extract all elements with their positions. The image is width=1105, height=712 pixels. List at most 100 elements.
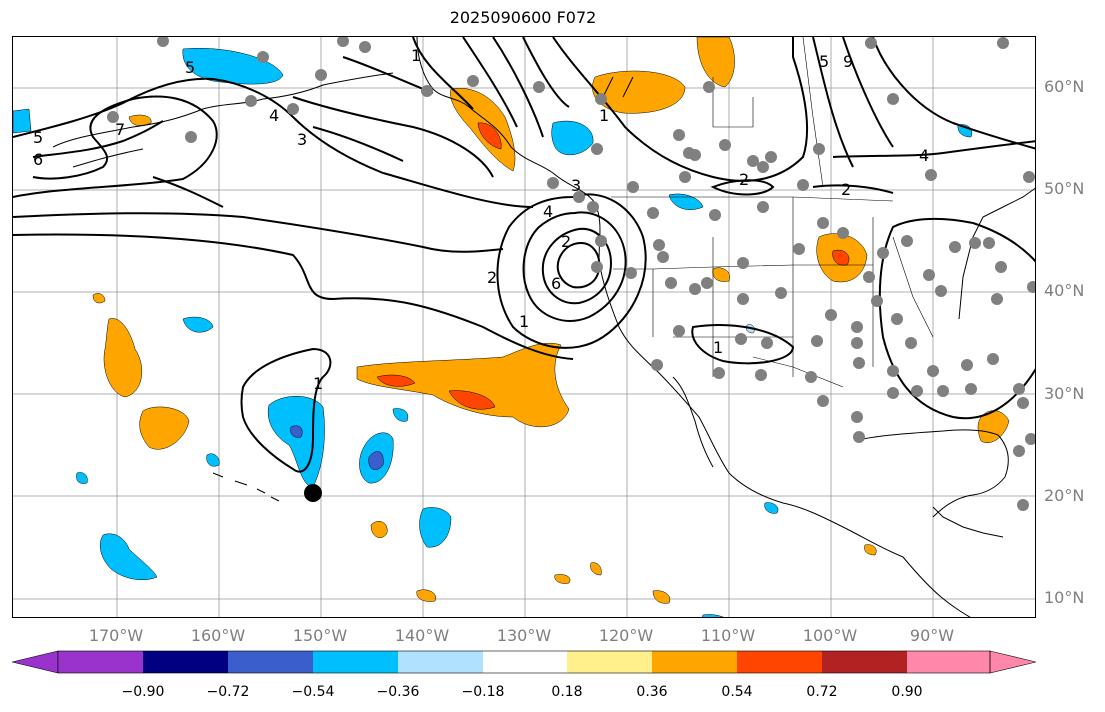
anomaly-blob [103,318,142,398]
colorbar-tick: 0.36 [636,684,668,700]
anomaly-blob [864,544,877,556]
anomaly-blob [182,316,214,333]
lon-label: 150°W [292,626,348,645]
colorbar-segment [652,651,737,673]
hurricane-marker [304,484,322,502]
contour-value-labels: 5 7 6 5 3 2 1 4 3 2 1 4 6 2 1 2 4 1 1 5 … [33,46,929,393]
anomaly-blob [76,472,88,484]
lon-label: 120°W [598,626,654,645]
anomaly-blob [554,574,571,584]
colorbar-tick: −0.90 [121,684,165,700]
anomaly-blob [652,590,671,604]
colorbar [12,650,1036,674]
anomaly-blob [696,37,735,88]
map-canvas: 5 7 6 5 3 2 1 4 3 2 1 4 6 2 1 2 4 1 1 5 … [13,37,1035,617]
colorbar-tick: −0.72 [206,684,250,700]
map-panel[interactable]: 5 7 6 5 3 2 1 4 3 2 1 4 6 2 1 2 4 1 1 5 … [12,36,1036,618]
contour-label: 1 [519,312,529,331]
coastlines [52,37,1035,617]
contour-label: 2 [841,180,851,199]
colorbar-tick: 0.90 [891,684,923,700]
anomaly-blob [206,453,220,467]
colorbar-segment [143,651,228,673]
colorbar-extend-right [989,650,1036,674]
anomaly-blob [139,406,190,450]
lon-label: 100°W [802,626,858,645]
colorbar-tick: 0.72 [806,684,838,700]
anomaly-blob [419,507,452,548]
station-markers [107,37,1035,511]
contour-label: 4 [269,106,279,125]
anomaly-blob [92,293,106,304]
anomaly-blob [477,122,502,150]
colorbar-segment [822,651,907,673]
lon-label: 140°W [394,626,450,645]
anomaly-blob [590,562,602,576]
colorbar-segment [567,651,652,673]
colorbar-tick: −0.18 [461,684,505,700]
anomaly-blob [448,390,496,410]
anomaly-blob [416,589,437,602]
colorbar-tick: −0.36 [376,684,420,700]
contour-label: 1 [713,338,723,357]
contour-label: 5 [33,128,43,147]
anomaly-blob [128,114,152,126]
lon-label: 110°W [700,626,756,645]
anomaly-blob [701,614,724,617]
lat-label: 40°N [1044,281,1085,300]
anomaly-blob [551,120,594,155]
contour-label: 4 [543,202,553,221]
lon-label: 90°W [909,626,955,645]
anomaly-blob [356,342,570,428]
colorbar-segment [228,651,313,673]
lat-label: 30°N [1044,384,1085,403]
shaded-anomalies [13,37,1010,617]
contour-label: 2 [487,268,497,287]
colorbar-segment [907,651,990,673]
political-borders [611,37,934,388]
contour-label: 3 [571,176,581,195]
lat-label: 50°N [1044,179,1085,198]
lon-label: 160°W [190,626,246,645]
lon-label: 170°W [88,626,144,645]
contour-label: 1 [599,106,609,125]
anomaly-blob [712,267,731,282]
lat-label: 20°N [1044,486,1085,505]
lat-label: 60°N [1044,77,1085,96]
contour-label: 9 [843,52,853,71]
colorbar-segment [313,651,398,673]
graticule [13,37,1035,617]
anomaly-blob [182,48,284,85]
contour-label: 7 [115,120,125,139]
lat-label: 10°N [1044,588,1085,607]
anomaly-blob [290,425,303,438]
anomaly-blob [764,502,779,514]
contour-label: 2 [561,232,571,251]
contour-label: 5 [185,58,195,77]
contour-label: 4 [919,146,929,165]
anomaly-blob [100,533,158,580]
colorbar-tick: 0.18 [551,684,583,700]
colorbar-extend-left [12,650,59,674]
contour-label: 3 [297,130,307,149]
map-title: 2025090600 F072 [449,8,597,27]
anomaly-blob [392,408,409,422]
anomaly-blob [368,451,384,470]
contour-label: 1 [411,46,421,65]
colorbar-tick: 0.54 [721,684,753,700]
colorbar-segment [58,651,143,673]
anomaly-blob [13,108,32,134]
colorbar-segment [483,651,567,673]
anomaly-blob [668,193,704,210]
contour-label: 1 [313,374,323,393]
anomaly-blob [267,396,325,488]
colorbar-segment [398,651,483,673]
contour-label: 2 [739,170,749,189]
colorbar-segment [737,651,822,673]
contour-label: 5 [819,52,829,71]
anomaly-blob [370,521,388,538]
lon-label: 130°W [496,626,552,645]
contour-label: 6 [551,274,561,293]
contour-label: 6 [33,150,43,169]
anomaly-blob [376,374,416,387]
